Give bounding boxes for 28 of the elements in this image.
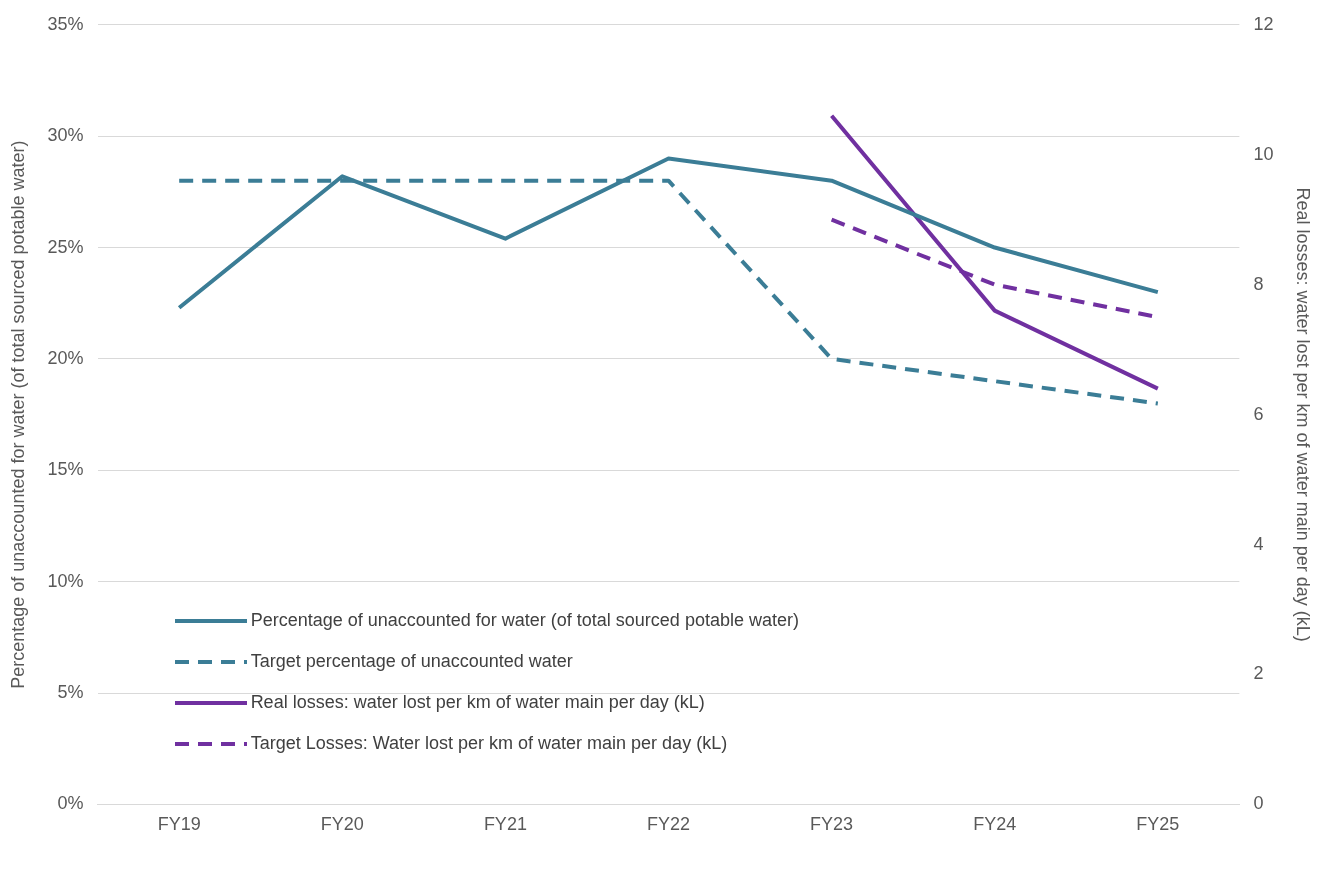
y-tick-label: 10%	[47, 570, 84, 591]
x-tick-label: FY20	[320, 814, 364, 835]
y-axis-title: Percentage of unaccounted for water (of total sourced potable water)	[7, 140, 28, 689]
legend-label: Target percentage of unaccounted water	[250, 651, 573, 673]
x-tick-label: FY25	[1136, 814, 1180, 835]
x-tick-label: FY21	[483, 814, 527, 835]
legend-label: Percentage of unaccounted for water (of total sourced potable water)	[250, 610, 799, 632]
y-tick-label: 25%	[47, 236, 84, 257]
y-tick-label: 15%	[47, 459, 84, 480]
x-tick-label: FY24	[973, 814, 1017, 835]
x-tick-label: FY22	[646, 814, 691, 835]
legend-label: Target Losses: Water lost per km of water main per day (kL)	[250, 733, 728, 755]
y-tick-label: 35%	[47, 13, 84, 34]
y2-tick-label: 6	[1253, 403, 1264, 424]
y-tick-label: 0%	[57, 793, 84, 814]
x-tick-label: FY23	[810, 814, 854, 835]
legend-label: Real losses: water lost per km of water main per day (kL)	[250, 692, 705, 714]
y2-tick-label: 2	[1253, 663, 1264, 684]
y-tick-label: 30%	[47, 125, 84, 146]
y-tick-label: 20%	[47, 347, 84, 368]
y2-tick-label: 0	[1253, 793, 1264, 814]
y2-tick-label: 4	[1253, 533, 1264, 554]
y2-tick-label: 10	[1253, 143, 1274, 164]
x-tick-label: FY19	[157, 814, 201, 835]
y2-axis-title: Real losses: water lost per km of water main per day (kL)	[1293, 187, 1314, 642]
y-tick-label: 5%	[57, 682, 84, 702]
y2-tick-label: 12	[1253, 13, 1274, 34]
y2-tick-label: 8	[1253, 273, 1264, 294]
